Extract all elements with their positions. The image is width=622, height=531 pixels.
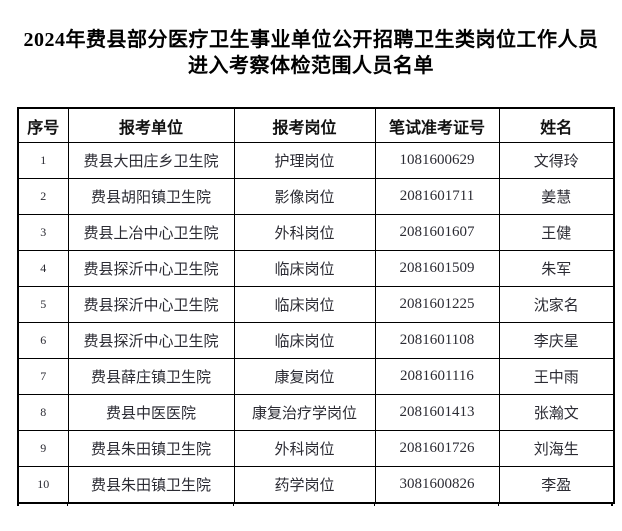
table-row: 8 费县中医医院 康复治疗学岗位 2081601413 张瀚文 <box>17 394 615 431</box>
cell-name: 文得玲 <box>498 142 615 179</box>
cell-index: 3 <box>17 214 69 251</box>
cell-name: 王中雨 <box>498 358 615 395</box>
cell-index: 6 <box>17 322 69 359</box>
cell-index: 2 <box>17 178 69 215</box>
cut-off-cell <box>375 502 499 506</box>
table-row: 2 费县胡阳镇卫生院 影像岗位 2081601711 姜慧 <box>17 178 615 215</box>
page-title-line-2: 进入考察体检范围人员名单 <box>188 55 434 77</box>
cell-index: 4 <box>17 250 69 287</box>
cut-off-cell <box>68 502 234 506</box>
cell-name: 姜慧 <box>498 178 615 215</box>
cell-position: 临床岗位 <box>233 322 376 359</box>
table-row: 9 费县朱田镇卫生院 外科岗位 2081601726 刘海生 <box>17 430 615 467</box>
cell-name: 朱军 <box>498 250 615 287</box>
candidate-table: 序号 报考单位 报考岗位 笔试准考证号 姓名 1 费县大田庄乡卫生院 护理岗位 108… <box>17 107 615 504</box>
cell-ticket: 2081601225 <box>374 286 500 323</box>
table-row: 1 费县大田庄乡卫生院 护理岗位 1081600629 文得玲 <box>17 142 615 179</box>
table-row: 4 费县探沂中心卫生院 临床岗位 2081601509 朱军 <box>17 250 615 287</box>
table-row: 3 费县上冶中心卫生院 外科岗位 2081601607 王健 <box>17 214 615 251</box>
cell-ticket: 2081601108 <box>374 322 500 359</box>
cell-position: 临床岗位 <box>233 250 376 287</box>
cell-index: 9 <box>17 430 69 467</box>
cell-unit: 费县探沂中心卫生院 <box>67 322 235 359</box>
table-row: 6 费县探沂中心卫生院 临床岗位 2081601108 李庆星 <box>17 322 615 359</box>
column-header-name: 姓名 <box>498 107 615 143</box>
cell-ticket: 3081600826 <box>374 466 500 504</box>
cell-unit: 费县朱田镇卫生院 <box>67 430 235 467</box>
cell-ticket: 2081601726 <box>374 430 500 467</box>
cell-position: 康复岗位 <box>233 358 376 395</box>
cell-position: 药学岗位 <box>233 466 376 504</box>
cell-ticket: 2081601116 <box>374 358 500 395</box>
cell-index: 10 <box>17 466 69 504</box>
column-header-unit: 报考单位 <box>67 107 235 143</box>
cell-position: 外科岗位 <box>233 430 376 467</box>
table-row: 7 费县薛庄镇卫生院 康复岗位 2081601116 王中雨 <box>17 358 615 395</box>
cell-index: 5 <box>17 286 69 323</box>
cell-position: 外科岗位 <box>233 214 376 251</box>
table-header-row: 序号 报考单位 报考岗位 笔试准考证号 姓名 <box>17 107 615 143</box>
page-title: 2024年费县部分医疗卫生事业单位公开招聘卫生类岗位工作人员 进入考察体检范围人… <box>0 27 622 79</box>
table-row: 5 费县探沂中心卫生院 临床岗位 2081601225 沈家名 <box>17 286 615 323</box>
column-header-position: 报考岗位 <box>233 107 376 143</box>
page-title-line-1: 2024年费县部分医疗卫生事业单位公开招聘卫生类岗位工作人员 <box>23 29 599 51</box>
cell-position: 康复治疗学岗位 <box>233 394 376 431</box>
cell-unit: 费县上冶中心卫生院 <box>67 214 235 251</box>
cell-ticket: 2081601509 <box>374 250 500 287</box>
cut-off-cell <box>234 502 375 506</box>
cell-name: 李盈 <box>498 466 615 504</box>
cut-off-cell <box>19 502 68 506</box>
cell-unit: 费县薛庄镇卫生院 <box>67 358 235 395</box>
cell-position: 影像岗位 <box>233 178 376 215</box>
cut-off-cell <box>499 502 611 506</box>
cell-unit: 费县朱田镇卫生院 <box>67 466 235 504</box>
cell-ticket: 2081601711 <box>374 178 500 215</box>
cell-name: 沈家名 <box>498 286 615 323</box>
cell-name: 张瀚文 <box>498 394 615 431</box>
cell-index: 1 <box>17 142 69 179</box>
cell-unit: 费县中医医院 <box>67 394 235 431</box>
cut-off-next-row <box>17 502 613 506</box>
column-header-ticket: 笔试准考证号 <box>374 107 500 143</box>
table-body: 1 费县大田庄乡卫生院 护理岗位 1081600629 文得玲 2 费县胡阳镇卫生院 影像岗位… <box>17 142 615 504</box>
cell-name: 李庆星 <box>498 322 615 359</box>
cell-unit: 费县探沂中心卫生院 <box>67 250 235 287</box>
cell-unit: 费县探沂中心卫生院 <box>67 286 235 323</box>
cell-position: 临床岗位 <box>233 286 376 323</box>
column-header-index: 序号 <box>17 107 69 143</box>
cell-ticket: 2081601413 <box>374 394 500 431</box>
cell-unit: 费县胡阳镇卫生院 <box>67 178 235 215</box>
cell-unit: 费县大田庄乡卫生院 <box>67 142 235 179</box>
cell-index: 7 <box>17 358 69 395</box>
table-row: 10 费县朱田镇卫生院 药学岗位 3081600826 李盈 <box>17 466 615 504</box>
cell-index: 8 <box>17 394 69 431</box>
cell-name: 刘海生 <box>498 430 615 467</box>
cell-ticket: 1081600629 <box>374 142 500 179</box>
cell-name: 王健 <box>498 214 615 251</box>
cell-ticket: 2081601607 <box>374 214 500 251</box>
cell-position: 护理岗位 <box>233 142 376 179</box>
